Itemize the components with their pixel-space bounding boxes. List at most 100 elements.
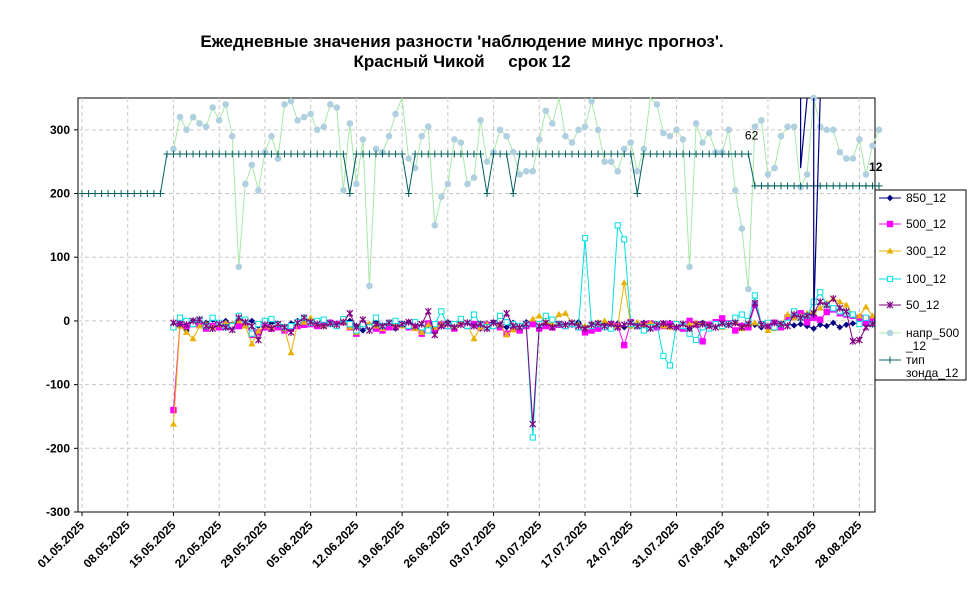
legend-label-6-line2: зонда_12 <box>906 366 959 380</box>
series-4-point-28 <box>352 323 360 331</box>
series-1-point-81 <box>699 338 706 345</box>
series-4-point-101 <box>829 295 837 303</box>
plot-area <box>77 97 876 513</box>
series-5-point-42 <box>444 180 452 188</box>
series-2-point-18 <box>287 349 295 356</box>
series-6-point-82 <box>614 150 622 158</box>
series-5-point-65 <box>594 126 602 134</box>
series-4-point-8 <box>222 323 230 331</box>
series-6-point-58 <box>457 150 465 158</box>
series-4-point-54 <box>522 320 530 328</box>
series-6-point-44 <box>365 150 373 158</box>
series-4-point-36 <box>405 318 413 326</box>
series-5-point-63 <box>581 123 589 130</box>
series-1-point-20 <box>300 321 308 328</box>
series-4-point-37 <box>411 322 419 330</box>
series-4-point-34 <box>392 323 399 331</box>
series-6-point-61 <box>477 150 484 158</box>
series-6-point-49 <box>398 150 406 158</box>
x-axis-ticks: 01.05.202508.05.202515.05.202522.05.2025… <box>35 512 865 571</box>
series-5-point-33 <box>385 132 393 140</box>
series-6-point-60 <box>470 150 478 158</box>
series-4-point-2 <box>183 321 190 329</box>
series-6-point-120 <box>862 182 870 190</box>
series-6-point-31 <box>281 150 289 158</box>
series-0-point-104 <box>849 320 857 327</box>
series-4-point-107 <box>869 320 876 328</box>
series-2-point-46 <box>470 335 478 342</box>
series-6-point-107 <box>777 182 785 190</box>
series-6-point-87 <box>646 150 654 158</box>
series-6-point-96 <box>705 150 713 158</box>
series-4-point-86 <box>731 319 739 327</box>
legend-entry-4: 50_12 <box>879 298 940 312</box>
series-1-point-10 <box>235 322 242 330</box>
series-4-point-84 <box>718 319 726 327</box>
series-5-point-53 <box>516 171 523 178</box>
series-4-point-56 <box>535 322 543 330</box>
series-6-point-52 <box>418 150 426 158</box>
series-5-point-22 <box>313 126 321 134</box>
series-5-point-27 <box>346 120 354 127</box>
series-4-point-53 <box>516 323 524 331</box>
series-5-point-77 <box>673 126 680 134</box>
series-3-point-63 <box>581 235 589 242</box>
series-5-point-12 <box>248 161 256 169</box>
series-6-point-79 <box>594 150 602 158</box>
series-6-point-56 <box>444 150 452 158</box>
series-4-point-18 <box>287 328 295 336</box>
series-4-point-67 <box>607 320 615 328</box>
series-5-point-57 <box>542 107 550 115</box>
x-tick-label-17: 28.08.2025 <box>812 518 865 571</box>
series-2-point-4 <box>196 322 204 329</box>
legend-label-0: 850_12 <box>906 191 946 205</box>
series-2-point-59 <box>555 311 563 318</box>
series-5-point-75 <box>660 129 667 137</box>
series-2-point-21 <box>307 314 315 321</box>
series-0-point-29 <box>359 327 367 334</box>
annotation-0: 62 <box>745 128 759 142</box>
series-6-point-28 <box>261 150 269 158</box>
series-3-point-23 <box>320 316 327 323</box>
series-6-point-35 <box>307 150 315 158</box>
series-5-point-46 <box>470 174 478 181</box>
series-5-point-68 <box>614 167 621 175</box>
series-5-point-81 <box>699 139 706 146</box>
series-4-point-106 <box>862 323 870 331</box>
series-1-point-0 <box>170 406 177 414</box>
series-6-point-75 <box>568 150 576 158</box>
series-4-point-71 <box>633 322 641 330</box>
series-6-point-2 <box>91 190 99 198</box>
series-3-point-12 <box>248 330 255 337</box>
series-4-point-80 <box>692 321 700 329</box>
series-6-point-16 <box>183 150 191 158</box>
series-0-point-96 <box>797 320 804 328</box>
series-3-point-58 <box>549 316 556 323</box>
series-4-point-0 <box>170 319 177 327</box>
series-5-point-52 <box>509 148 517 156</box>
series-6-point-27 <box>254 150 262 158</box>
x-tick-label-1: 08.05.2025 <box>80 518 133 571</box>
series-3-point-87 <box>738 311 745 318</box>
series-4-point-45 <box>464 319 471 327</box>
series-3-point-1 <box>176 314 184 321</box>
x-tick-label-16: 21.08.2025 <box>766 518 819 571</box>
series-6-point-12 <box>156 190 164 198</box>
series-4-point-81 <box>699 320 707 328</box>
series-1-point-69 <box>621 341 628 349</box>
series-4-point-65 <box>594 319 602 327</box>
x-tick-label-6: 12.06.2025 <box>309 518 362 571</box>
series-6-point-71 <box>542 150 550 158</box>
series-2-point-13 <box>254 327 262 334</box>
series-4-point-43 <box>450 323 458 331</box>
series-4-point-6 <box>209 325 217 333</box>
series-5-point-104 <box>849 155 857 162</box>
chart-title-line2: Красный Чикой срок 12 <box>353 52 570 71</box>
series-5-point-71 <box>633 167 641 175</box>
series-5-point-78 <box>679 136 687 143</box>
series-6-point-9 <box>137 190 145 198</box>
series-2-point-99 <box>816 304 824 311</box>
series-4-point-64 <box>588 321 595 329</box>
series-4-point-30 <box>366 326 373 334</box>
series-4-point-59 <box>555 320 563 328</box>
